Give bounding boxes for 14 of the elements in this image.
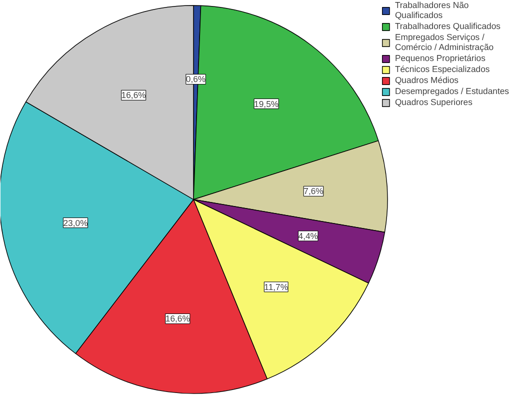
legend-label: Trabalhadores Não Qualificados [394, 0, 469, 20]
data-label: 0,6% [186, 74, 206, 84]
legend-label: Empregados Serviços / Comércio / Administração [394, 32, 494, 52]
data-label: 23,0% [63, 218, 88, 228]
legend-label: Quadros Médios [394, 75, 458, 85]
data-label: 19,5% [254, 98, 279, 109]
legend-label: Trabalhadores Qualificados [394, 21, 500, 31]
data-label: 11,7% [264, 282, 288, 292]
legend-label: Pequenos Proprietários [394, 53, 486, 63]
legend-label: Quadros Superiores [394, 97, 472, 107]
legend-label: Desempregados / Estudantes [394, 86, 509, 96]
data-label: 16,6% [121, 90, 146, 100]
legend-label: Técnicos Especializados [394, 64, 490, 74]
data-label: 7,6% [304, 186, 324, 196]
